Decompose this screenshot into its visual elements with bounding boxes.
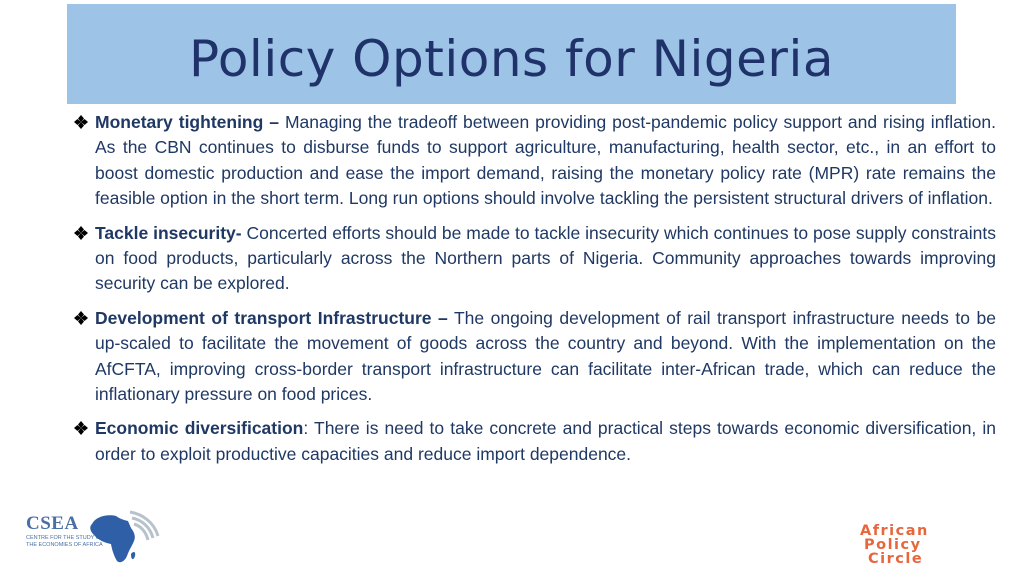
diamond-bullet-icon (74, 115, 88, 129)
csea-subtitle-line1: Centre for the Study of (26, 535, 104, 541)
csea-subtitle-line2: the Economies of Africa (26, 541, 103, 548)
african-policy-circle-logo: African Policy Circle (860, 524, 992, 568)
bullet-text: Managing the tradeoff between providing … (95, 112, 996, 209)
bullet-text: The ongoing development of rail transpor… (95, 307, 996, 405)
africa-map-icon (90, 510, 160, 563)
bullet-term: Development of transport Infrastructure … (95, 307, 448, 328)
bullet-term: Monetary tightening – (95, 112, 279, 132)
diamond-bullet-icon (74, 310, 88, 325)
bullet-text: : There is need to take concrete and pra… (95, 418, 996, 464)
bullet-item-economic-diversification: Economic diversification: There is need … (74, 416, 996, 467)
slide-title: Policy Options for Nigeria (188, 30, 835, 88)
csea-subtitle: Centre for the Study of the Economies of… (26, 535, 118, 548)
apc-line3: Circle (868, 551, 924, 567)
bullet-term: Economic diversification (95, 418, 304, 439)
apc-line1: African (860, 523, 929, 539)
bullet-item-tackle-insecurity: Tackle insecurity- Concerted efforts sho… (74, 221, 996, 297)
bullet-text: Concerted efforts should be made to tack… (95, 222, 997, 294)
bullet-term: Tackle insecurity- (95, 222, 242, 243)
diamond-bullet-icon (74, 225, 88, 240)
title-band: Policy Options for Nigeria (67, 4, 956, 104)
bullet-item-transport-infrastructure: Development of transport Infrastructure … (74, 306, 996, 408)
diamond-bullet-icon (74, 421, 88, 436)
apc-line2: Policy (864, 537, 922, 553)
bullet-list: Monetary tightening – Managing the trade… (74, 110, 996, 476)
csea-acronym: CSEA (26, 513, 79, 534)
bullet-item-monetary-tightening: Monetary tightening – Managing the trade… (74, 110, 996, 212)
csea-logo: CSEA Centre for the Study of the Economi… (24, 510, 166, 566)
